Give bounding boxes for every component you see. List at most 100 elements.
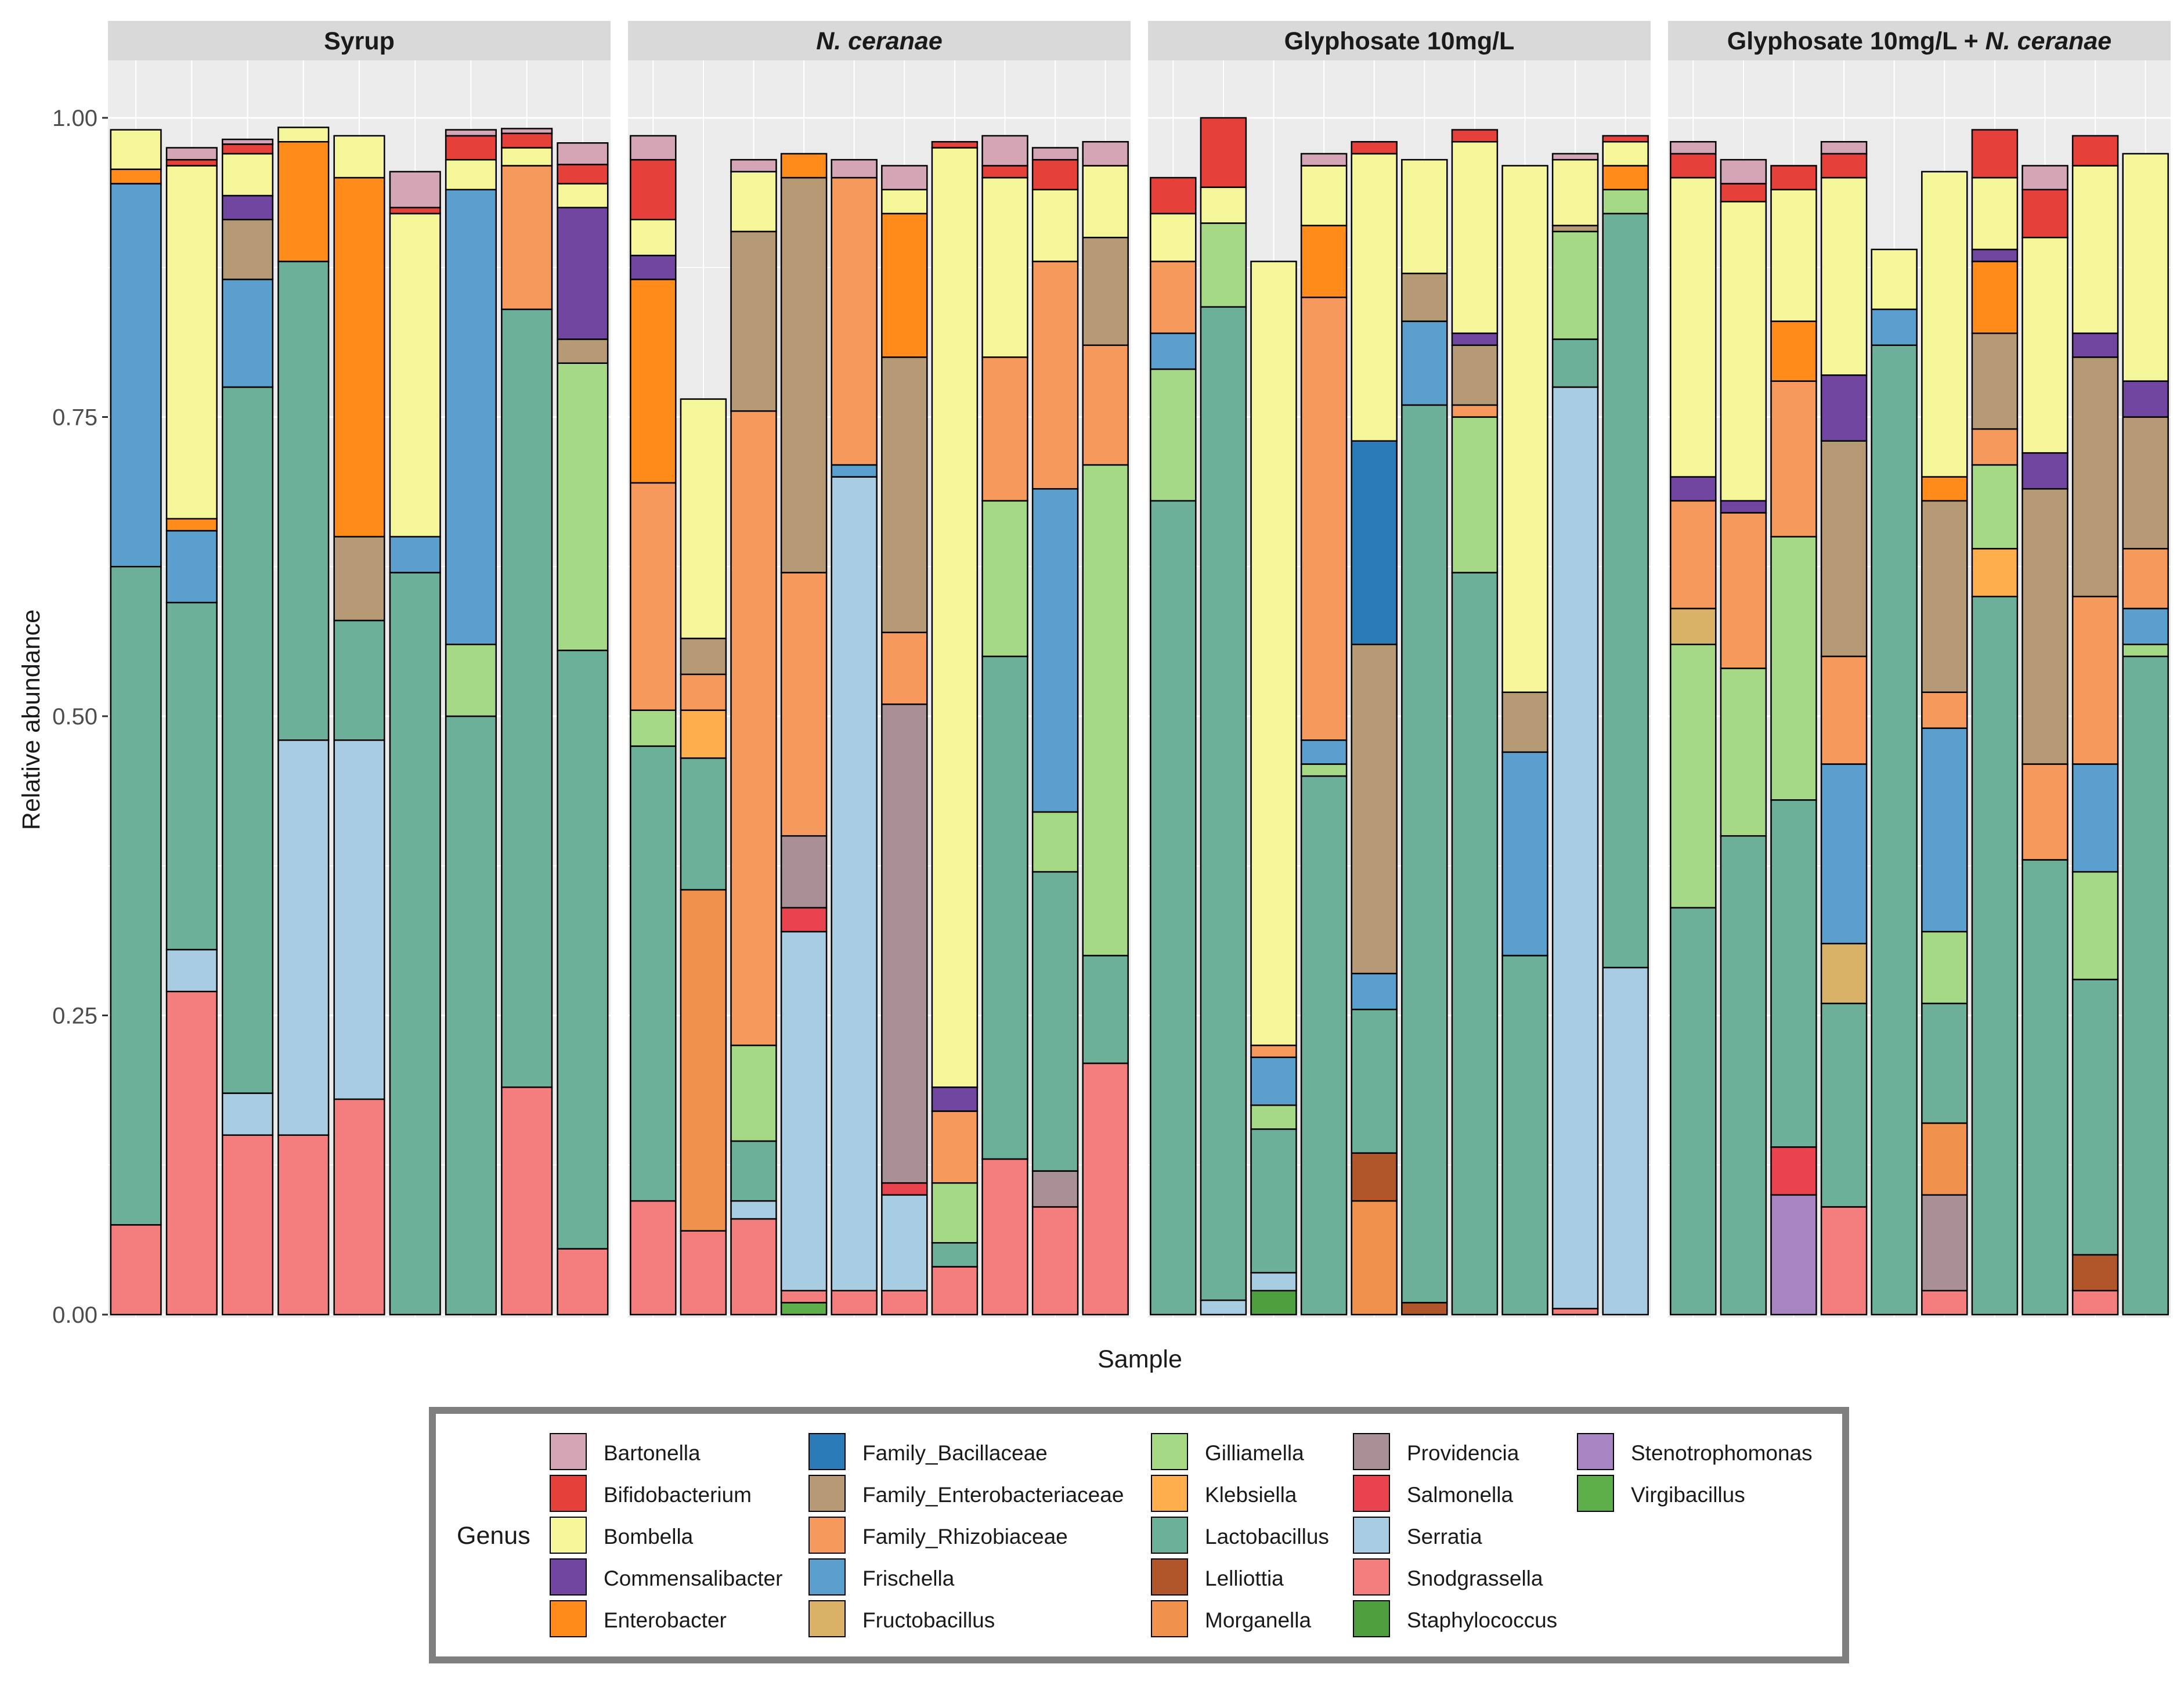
- bar-segment-family-enterobacteriaceae: [2021, 488, 2069, 765]
- bar-segment-serratia: [1602, 966, 1649, 1316]
- bar-segment-commensalibacter: [222, 194, 274, 221]
- bar-segment-bifidobacterium: [557, 164, 609, 185]
- bar-segment-bombella: [389, 212, 441, 537]
- bar-segment-bifidobacterium: [1820, 153, 1868, 179]
- bar-segment-serratia: [1200, 1300, 1247, 1316]
- bar-segment-gilliamella: [1770, 536, 1817, 801]
- bar-segment-salmonella: [881, 1182, 928, 1196]
- bar-segment-gilliamella: [1971, 464, 2019, 550]
- bar-segment-snodgrassella: [1820, 1206, 1868, 1316]
- legend-swatch: [1151, 1558, 1188, 1596]
- facet-strip: [628, 21, 1131, 60]
- bar-segment-frischella: [445, 189, 497, 645]
- legend-swatch: [1353, 1433, 1390, 1470]
- bar-segment-snodgrassella: [831, 1290, 878, 1316]
- bar-segment-bifidobacterium: [1720, 183, 1767, 203]
- bar-segment-bartonella: [881, 165, 928, 190]
- bar-segment-commensalibacter: [1451, 332, 1499, 346]
- y-tick-label: 0.50: [52, 704, 98, 730]
- legend: Genus Bartonella Bifidobacterium Bombella Co…: [429, 1407, 1849, 1663]
- bar-segment-frischella: [1250, 1056, 1297, 1106]
- bar-segment-morganella: [1351, 1200, 1398, 1316]
- bar-segment-bartonella: [389, 171, 441, 208]
- legend-label: Family_Bacillaceae: [862, 1441, 1048, 1465]
- bar-segment-lactobacillus: [1200, 306, 1247, 1301]
- bar-segment-gilliamella: [557, 362, 609, 651]
- bar-segment-bombella: [1820, 176, 1868, 376]
- stacked-bar: [277, 127, 330, 1316]
- legend-swatch: [550, 1558, 587, 1596]
- bar-segment-serratia: [780, 930, 828, 1292]
- stacked-bar: [1501, 165, 1548, 1316]
- bar-segment-bombella: [1250, 261, 1297, 1046]
- bar-segment-lelliottia: [2071, 1254, 2119, 1292]
- bar-segment-lactobacillus: [1602, 212, 1649, 969]
- legend-item: Stenotrophomonas: [1577, 1433, 1813, 1470]
- bar-segment-family-enterobacteriaceae: [730, 230, 777, 412]
- bar-segment-staphylococcus: [1250, 1290, 1297, 1316]
- stacked-bar: [2021, 165, 2069, 1316]
- bar-segment-serratia: [730, 1200, 777, 1220]
- stacked-bar: [1250, 261, 1297, 1316]
- stacked-bar: [2122, 153, 2169, 1316]
- stacked-bar: [1921, 171, 1968, 1316]
- bar-segment-lactobacillus: [680, 757, 727, 891]
- bar-segment-frischella: [1300, 739, 1348, 765]
- bar-segment-family-rhizobiaceae: [1921, 691, 1968, 729]
- bar-segment-serratia: [333, 739, 385, 1100]
- bar-segment-lactobacillus: [1082, 955, 1129, 1064]
- legend-swatch: [1151, 1433, 1188, 1470]
- stacked-bar: [881, 165, 928, 1316]
- bar-segment-lactobacillus: [1770, 799, 1817, 1148]
- bar-segment-gilliamella: [2122, 644, 2169, 658]
- bar-segment-lactobacillus: [557, 649, 609, 1250]
- legend-item: Bartonella: [550, 1433, 701, 1470]
- bar-segment-snodgrassella: [730, 1218, 777, 1316]
- bar-segment-frischella: [1031, 488, 1079, 813]
- bar-segment-family-rhizobiaceae: [2122, 548, 2169, 609]
- stacked-bar: [1770, 165, 1817, 1316]
- bar-segment-lactobacillus: [1720, 835, 1767, 1316]
- legend-label: Staphylococcus: [1407, 1608, 1557, 1632]
- legend-label: Lactobacillus: [1205, 1525, 1329, 1549]
- legend-item: Morganella: [1151, 1600, 1311, 1637]
- bar-segment-bombella: [1670, 176, 1717, 478]
- bar-segment-bifidobacterium: [1451, 129, 1499, 143]
- legend-item: Lactobacillus: [1151, 1517, 1329, 1554]
- bar-segment-commensalibacter: [2071, 332, 2119, 358]
- bar-segment-family-rhizobiaceae: [931, 1110, 979, 1184]
- bar-segment-lactobacillus: [389, 572, 441, 1316]
- legend-swatch: [1353, 1558, 1390, 1596]
- bar-segment-bartonella: [165, 147, 218, 161]
- legend-swatch: [550, 1433, 587, 1470]
- bar-segment-bombella: [1971, 176, 2019, 251]
- facet-strip: [1148, 21, 1651, 60]
- bar-segment-snodgrassella: [165, 991, 218, 1316]
- stacked-bar: [1150, 176, 1197, 1316]
- bar-segment-bombella: [1501, 165, 1548, 694]
- bar-segment-bombella: [445, 158, 497, 190]
- bar-segment-snodgrassella: [881, 1290, 928, 1316]
- bar-segment-providencia: [1031, 1170, 1079, 1208]
- bar-segment-stenotrophomonas: [1770, 1194, 1817, 1316]
- facet-title: Glyphosate 10mg/L + N. ceranae: [1727, 27, 2111, 55]
- bar-segment-lactobacillus: [1971, 595, 2019, 1316]
- stacked-bar: [1670, 140, 1717, 1316]
- bar-segment-bartonella: [730, 158, 777, 173]
- bar-segment-snodgrassella: [680, 1230, 727, 1316]
- stacked-bar: [445, 129, 497, 1316]
- legend-label: Fructobacillus: [862, 1608, 995, 1632]
- legend-item: Gilliamella: [1151, 1433, 1304, 1470]
- bar-segment-bombella: [277, 127, 330, 143]
- bar-segment-gilliamella: [1031, 811, 1079, 873]
- legend-label: Morganella: [1205, 1608, 1311, 1632]
- bar-segment-family-enterobacteriaceae: [780, 176, 828, 573]
- bar-segment-family-rhizobiaceae: [630, 482, 677, 711]
- bar-segment-lactobacillus: [1031, 871, 1079, 1172]
- bar-segment-providencia: [881, 703, 928, 1184]
- bar-segment-bifidobacterium: [501, 132, 553, 149]
- bar-segment-lactobacillus: [2021, 859, 2069, 1316]
- legend-label: Family_Rhizobiaceae: [862, 1525, 1068, 1549]
- bar-segment-lactobacillus: [1150, 500, 1197, 1316]
- bar-segment-gilliamella: [1082, 464, 1129, 956]
